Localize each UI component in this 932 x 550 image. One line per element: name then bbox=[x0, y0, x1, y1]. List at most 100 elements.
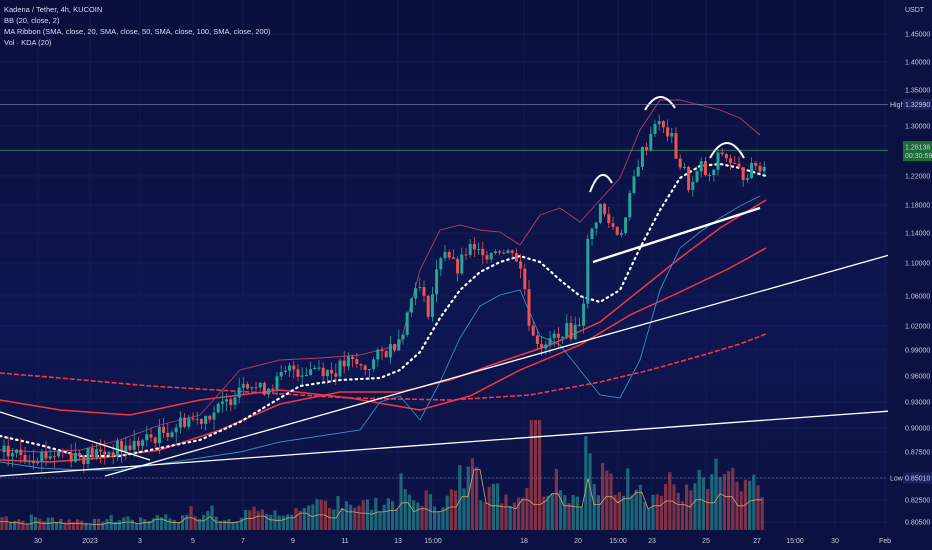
candle-body[interactable] bbox=[418, 287, 422, 289]
candle-body[interactable] bbox=[682, 166, 686, 168]
candle-body[interactable] bbox=[267, 388, 271, 395]
candle-body[interactable] bbox=[636, 166, 640, 177]
candle-body[interactable] bbox=[674, 133, 678, 159]
candle-body[interactable] bbox=[544, 344, 548, 349]
candle-body[interactable] bbox=[451, 257, 455, 260]
candle-body[interactable] bbox=[569, 323, 573, 340]
candle-body[interactable] bbox=[565, 323, 569, 337]
candle-body[interactable] bbox=[703, 161, 707, 176]
candle-body[interactable] bbox=[153, 437, 157, 444]
candle-body[interactable] bbox=[502, 252, 506, 254]
candle-body[interactable] bbox=[401, 334, 405, 340]
candle-body[interactable] bbox=[157, 426, 161, 444]
candle-body[interactable] bbox=[229, 399, 233, 405]
candle-body[interactable] bbox=[254, 387, 258, 389]
candle-body[interactable] bbox=[141, 440, 145, 446]
candle-body[interactable] bbox=[586, 238, 590, 304]
candle-body[interactable] bbox=[535, 335, 539, 344]
candle-body[interactable] bbox=[632, 176, 636, 193]
candle-body[interactable] bbox=[653, 124, 657, 134]
candle-body[interactable] bbox=[611, 223, 615, 227]
candle-body[interactable] bbox=[447, 252, 451, 258]
candle-body[interactable] bbox=[762, 166, 766, 172]
candle-body[interactable] bbox=[262, 382, 266, 395]
candle-body[interactable] bbox=[439, 258, 443, 270]
candle-body[interactable] bbox=[317, 367, 321, 369]
candle-body[interactable] bbox=[548, 338, 552, 345]
candle-body[interactable] bbox=[666, 127, 670, 137]
candle-body[interactable] bbox=[468, 243, 472, 256]
candle-body[interactable] bbox=[506, 250, 510, 253]
candle-body[interactable] bbox=[598, 203, 602, 223]
candle-body[interactable] bbox=[162, 426, 166, 433]
candle-body[interactable] bbox=[397, 339, 401, 351]
candle-body[interactable] bbox=[346, 356, 350, 367]
candle-body[interactable] bbox=[678, 158, 682, 168]
candle-body[interactable] bbox=[27, 461, 31, 463]
candle-body[interactable] bbox=[2, 445, 6, 452]
candle-body[interactable] bbox=[741, 167, 745, 180]
candle-body[interactable] bbox=[325, 369, 329, 377]
candle-body[interactable] bbox=[699, 161, 703, 172]
candle-body[interactable] bbox=[174, 427, 178, 433]
candle-body[interactable] bbox=[220, 401, 224, 404]
candle-body[interactable] bbox=[540, 343, 544, 349]
candle-body[interactable] bbox=[48, 456, 52, 459]
candle-body[interactable] bbox=[393, 344, 397, 351]
candle-body[interactable] bbox=[204, 415, 208, 424]
indicator-volume[interactable]: Vol · KDA (20) bbox=[4, 38, 52, 47]
candle-body[interactable] bbox=[78, 453, 82, 457]
candle-body[interactable] bbox=[435, 269, 439, 295]
candle-body[interactable] bbox=[443, 252, 447, 259]
candle-body[interactable] bbox=[720, 152, 724, 155]
neckline[interactable] bbox=[592, 206, 761, 264]
candle-body[interactable] bbox=[166, 432, 170, 438]
candle-body[interactable] bbox=[615, 226, 619, 235]
candle-body[interactable] bbox=[19, 449, 23, 455]
candle-body[interactable] bbox=[309, 369, 313, 375]
candle-body[interactable] bbox=[170, 432, 174, 438]
candle-body[interactable] bbox=[355, 359, 359, 365]
candle-body[interactable] bbox=[737, 163, 741, 168]
candle-body[interactable] bbox=[498, 251, 502, 253]
candle-body[interactable] bbox=[149, 434, 153, 438]
candle-body[interactable] bbox=[237, 387, 241, 398]
candle-body[interactable] bbox=[208, 415, 212, 420]
candle-body[interactable] bbox=[183, 417, 187, 427]
candle-body[interactable] bbox=[40, 451, 44, 463]
candle-body[interactable] bbox=[426, 295, 430, 317]
candle-body[interactable] bbox=[607, 214, 611, 224]
indicator-ma-ribbon[interactable]: MA Ribbon (SMA, close, 20, SMA, close, 5… bbox=[4, 27, 271, 36]
candle-body[interactable] bbox=[619, 233, 623, 235]
candle-body[interactable] bbox=[86, 447, 90, 464]
candle-body[interactable] bbox=[103, 451, 107, 455]
candle-body[interactable] bbox=[456, 259, 460, 274]
candle-body[interactable] bbox=[132, 440, 136, 450]
candle-body[interactable] bbox=[422, 287, 426, 296]
candle-body[interactable] bbox=[52, 456, 56, 458]
candle-body[interactable] bbox=[120, 440, 124, 452]
candle-body[interactable] bbox=[582, 303, 586, 326]
candle-body[interactable] bbox=[670, 133, 674, 137]
candle-body[interactable] bbox=[603, 203, 607, 215]
candle-body[interactable] bbox=[657, 121, 661, 125]
candle-body[interactable] bbox=[44, 451, 48, 459]
trendline-rising-support[interactable] bbox=[104, 242, 932, 477]
candle-body[interactable] bbox=[187, 418, 191, 427]
candle-body[interactable] bbox=[363, 365, 367, 371]
candle-body[interactable] bbox=[590, 228, 594, 239]
candle-body[interactable] bbox=[489, 253, 493, 260]
candle-body[interactable] bbox=[661, 121, 665, 128]
candle-body[interactable] bbox=[388, 344, 392, 358]
candle-body[interactable] bbox=[107, 452, 111, 455]
candle-body[interactable] bbox=[405, 312, 409, 335]
candle-body[interactable] bbox=[10, 453, 14, 457]
candle-body[interactable] bbox=[733, 163, 737, 165]
candle-body[interactable] bbox=[594, 222, 598, 229]
candle-body[interactable] bbox=[283, 370, 287, 373]
left-shoulder-arc[interactable] bbox=[589, 173, 613, 193]
candle-body[interactable] bbox=[115, 440, 119, 457]
candle-body[interactable] bbox=[178, 417, 182, 428]
candle-body[interactable] bbox=[334, 373, 338, 377]
